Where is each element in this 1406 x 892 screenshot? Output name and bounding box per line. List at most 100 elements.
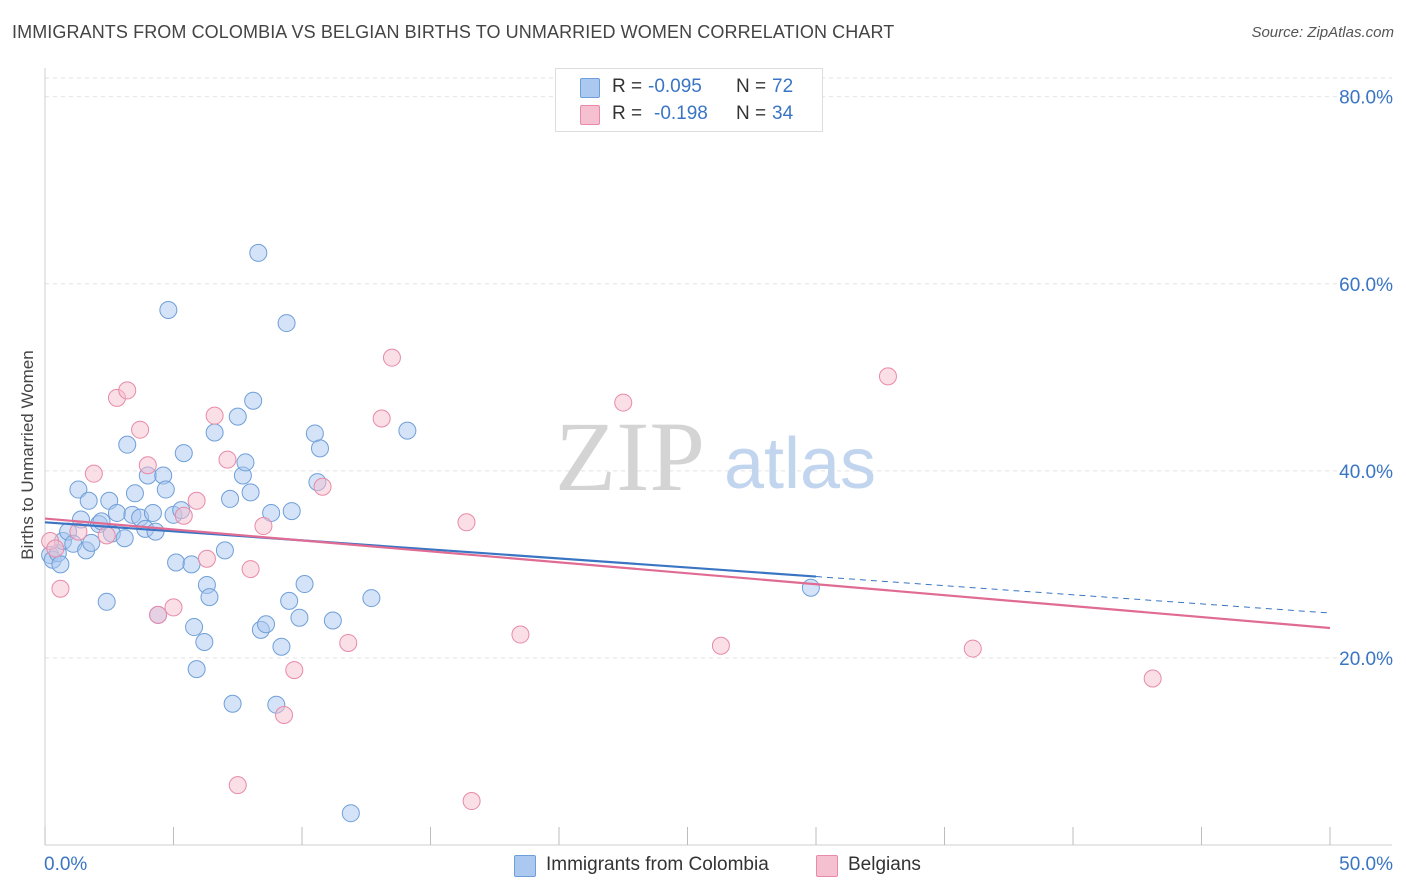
point-belgians [711, 636, 730, 655]
x-tick-label: 50.0% [1339, 854, 1393, 875]
y-axis-label: Births to Unmarried Women [18, 350, 37, 560]
scatter-points [41, 243, 1162, 823]
point-colombia [244, 391, 263, 410]
trend-line-colombia-extension [815, 576, 1331, 614]
legend-n-label: N = [736, 103, 767, 124]
y-tick-label: 40.0% [1339, 462, 1393, 483]
y-tick-label: 80.0% [1339, 88, 1393, 109]
point-colombia [125, 484, 144, 503]
point-colombia [200, 588, 219, 607]
legend-row-colombia: R = -0.095 N = 72 [556, 74, 822, 100]
legend-swatch-colombia [580, 78, 600, 98]
watermark: ZIP atlas [555, 401, 876, 512]
point-belgians [174, 506, 193, 525]
watermark-zip: ZIP [555, 401, 705, 512]
correlation-legend: R = -0.095 N = 72 R = -0.198 N = 34 [555, 68, 823, 132]
point-belgians [254, 517, 273, 536]
point-belgians [462, 792, 481, 811]
point-belgians [69, 522, 88, 541]
series-swatch-colombia [514, 855, 536, 877]
point-belgians [382, 348, 401, 367]
point-colombia [174, 444, 193, 463]
y-tick-label: 20.0% [1339, 649, 1393, 670]
point-colombia [115, 529, 134, 548]
point-colombia [310, 439, 329, 458]
point-colombia [323, 611, 342, 630]
point-belgians [614, 393, 633, 412]
point-belgians [97, 526, 116, 545]
legend-r-value: -0.198 [654, 103, 708, 124]
point-belgians [118, 381, 137, 400]
point-colombia [257, 615, 276, 634]
point-colombia [69, 480, 88, 499]
point-belgians [241, 560, 260, 579]
y-tick-label: 60.0% [1339, 275, 1393, 296]
point-colombia [51, 555, 70, 574]
point-belgians [197, 549, 216, 568]
legend-n-value: 72 [772, 76, 794, 97]
point-colombia [290, 608, 309, 627]
point-colombia [305, 424, 324, 443]
point-colombia [185, 618, 204, 637]
trend-line-colombia [44, 521, 817, 578]
point-colombia [107, 503, 126, 522]
series-label-belgians: Belgians [848, 854, 921, 875]
tick-labels: 20.0% 40.0% 60.0% 80.0% 0.0% 50.0% [44, 88, 1393, 875]
legend-row-belgians: R = -0.198 N = 34 [556, 101, 822, 127]
point-colombia [156, 480, 175, 499]
watermark-atlas: atlas [724, 424, 876, 504]
point-belgians [84, 464, 103, 483]
legend-r-label: R = [612, 76, 643, 97]
point-colombia [159, 300, 178, 319]
point-belgians [164, 598, 183, 617]
point-colombia [187, 660, 206, 679]
point-colombia [146, 522, 165, 541]
point-colombia [236, 453, 255, 472]
point-colombia [801, 578, 820, 597]
point-colombia [118, 435, 137, 454]
point-belgians [457, 513, 476, 532]
point-belgians [138, 456, 157, 475]
point-belgians [205, 406, 224, 425]
series-swatch-belgians [816, 855, 838, 877]
point-colombia [195, 633, 214, 652]
legend-swatch-belgians [580, 105, 600, 125]
point-belgians [1143, 669, 1162, 688]
point-colombia [241, 483, 260, 502]
point-colombia [215, 541, 234, 560]
point-belgians [218, 450, 237, 469]
point-colombia [280, 591, 299, 610]
series-legend: Immigrants from Colombia Belgians [0, 852, 1406, 878]
point-colombia [223, 694, 242, 713]
point-belgians [187, 491, 206, 510]
source-label: Source: ZipAtlas.com [1251, 24, 1394, 41]
point-colombia [143, 503, 162, 522]
axes [44, 68, 1392, 846]
point-belgians [313, 477, 332, 496]
point-belgians [878, 367, 897, 386]
point-colombia [97, 592, 116, 611]
point-colombia [341, 804, 360, 823]
point-belgians [963, 639, 982, 658]
trend-lines [44, 517, 1331, 630]
point-belgians [275, 705, 294, 724]
point-belgians [339, 633, 358, 652]
series-label-colombia: Immigrants from Colombia [546, 854, 769, 875]
point-colombia [82, 533, 101, 552]
point-colombia [282, 502, 301, 521]
point-belgians [285, 661, 304, 680]
point-colombia [221, 489, 240, 508]
point-belgians [228, 776, 247, 795]
point-belgians [149, 605, 168, 624]
point-colombia [295, 575, 314, 594]
legend-n-label: N = [736, 76, 767, 97]
point-belgians [131, 420, 150, 439]
point-colombia [167, 553, 186, 572]
point-belgians [46, 539, 65, 558]
legend-r-value: -0.095 [648, 76, 702, 97]
point-colombia [79, 491, 98, 510]
legend-n-value: 34 [772, 103, 794, 124]
point-colombia [182, 555, 201, 574]
point-colombia [205, 423, 224, 442]
point-belgians [51, 579, 70, 598]
